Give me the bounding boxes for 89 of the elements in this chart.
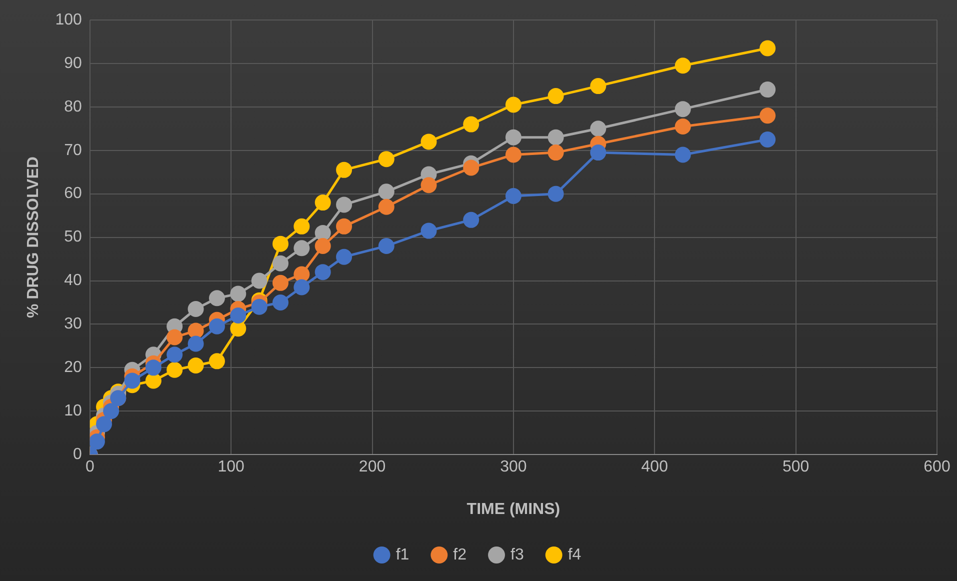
point xyxy=(166,362,183,378)
point xyxy=(378,184,394,200)
x-tick-label: 400 xyxy=(641,458,668,476)
point xyxy=(590,120,606,137)
point xyxy=(463,116,480,132)
point xyxy=(294,218,310,234)
y-tick-label: 80 xyxy=(64,98,82,116)
point xyxy=(314,194,331,211)
point xyxy=(674,118,691,134)
point xyxy=(674,146,691,163)
legend-label: f1 xyxy=(396,546,410,564)
legend-label: f3 xyxy=(510,546,524,564)
x-tick-label: 0 xyxy=(85,458,94,476)
legend-label: f2 xyxy=(453,546,467,564)
point xyxy=(294,279,310,296)
legend-label: f4 xyxy=(568,546,582,564)
point xyxy=(188,322,204,339)
y-tick-label: 60 xyxy=(64,185,82,202)
point xyxy=(314,264,331,280)
point xyxy=(548,144,564,161)
x-tick-label: 100 xyxy=(218,458,245,476)
point xyxy=(378,151,394,168)
point xyxy=(378,238,394,254)
point xyxy=(590,78,606,94)
point xyxy=(166,329,183,346)
point xyxy=(166,346,183,363)
point xyxy=(314,224,331,241)
point xyxy=(294,266,310,282)
point xyxy=(760,40,776,56)
x-tick-label: 500 xyxy=(782,458,810,476)
point xyxy=(548,129,564,146)
y-tick-label: 20 xyxy=(64,359,82,376)
point xyxy=(548,186,564,202)
y-tick-label: 0 xyxy=(72,446,82,464)
y-tick-label: 10 xyxy=(64,402,82,420)
point xyxy=(505,96,522,113)
point xyxy=(760,132,776,148)
point xyxy=(294,240,310,256)
point xyxy=(230,286,246,302)
point xyxy=(420,222,437,239)
x-tick-label: 300 xyxy=(500,458,527,476)
x-axis-title: TIME (MINS) xyxy=(466,500,560,518)
point xyxy=(208,318,225,334)
point xyxy=(272,236,288,252)
point xyxy=(760,108,776,124)
point xyxy=(378,198,394,215)
point xyxy=(188,301,204,318)
point xyxy=(96,416,112,432)
point xyxy=(420,177,437,194)
point xyxy=(336,196,352,213)
point xyxy=(188,336,204,352)
point xyxy=(760,82,776,98)
y-tick-label: 70 xyxy=(64,142,82,159)
point xyxy=(272,255,288,272)
point xyxy=(145,360,162,376)
point xyxy=(420,134,437,150)
point xyxy=(124,372,140,389)
point xyxy=(336,218,352,234)
point xyxy=(505,129,522,146)
point xyxy=(103,403,120,420)
point xyxy=(208,353,225,370)
point xyxy=(505,146,522,163)
point xyxy=(230,308,246,324)
point xyxy=(463,160,480,176)
point xyxy=(505,188,522,204)
y-tick-label: 90 xyxy=(64,54,82,72)
x-tick-label: 600 xyxy=(924,458,950,476)
point xyxy=(251,298,268,315)
y-tick-label: 40 xyxy=(64,272,82,290)
point xyxy=(272,274,288,291)
x-tick-label: 200 xyxy=(358,458,386,476)
point xyxy=(251,272,268,289)
point xyxy=(90,434,105,450)
y-axis-title: % DRUG DISSOLVED xyxy=(25,156,42,318)
point xyxy=(590,144,606,161)
y-tick-label: 30 xyxy=(64,316,82,333)
point xyxy=(230,320,246,337)
y-tick-label: 50 xyxy=(64,228,82,246)
y-tick-label: 100 xyxy=(55,11,82,28)
point xyxy=(314,238,331,254)
point xyxy=(208,290,225,306)
point xyxy=(188,358,204,374)
point xyxy=(548,88,564,104)
point xyxy=(272,294,288,310)
point xyxy=(463,212,480,228)
point xyxy=(336,162,352,178)
point xyxy=(336,248,352,265)
point xyxy=(674,101,691,118)
point xyxy=(674,58,691,74)
